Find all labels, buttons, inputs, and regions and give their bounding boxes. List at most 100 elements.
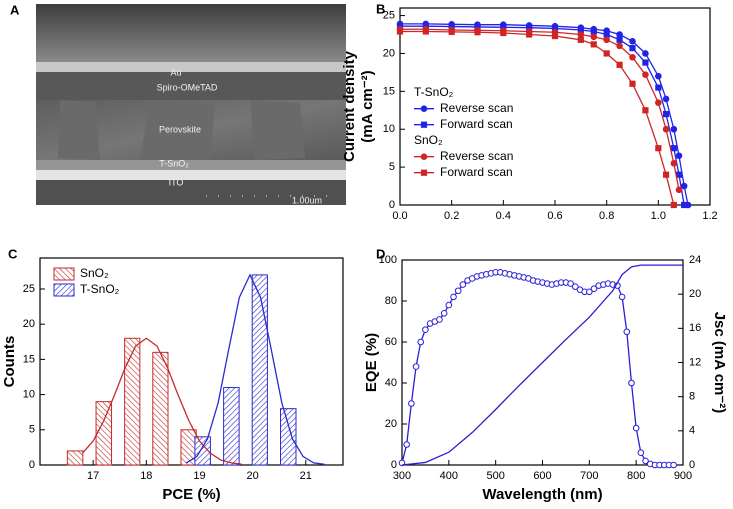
fit-curve bbox=[82, 337, 243, 465]
x-tick-label: 0.0 bbox=[392, 210, 407, 222]
panel-label: B bbox=[376, 1, 385, 16]
data-point bbox=[436, 316, 443, 323]
sem-image: A Au Spiro-OMeTAD Perovskite T-SnO₂ ITO … bbox=[10, 2, 346, 205]
y-axis-label: EQE (%) bbox=[363, 333, 380, 392]
data-point bbox=[603, 36, 610, 44]
x-tick-label: 1.2 bbox=[702, 210, 717, 222]
layer-label: Perovskite bbox=[159, 124, 201, 134]
histogram-bar bbox=[124, 337, 141, 466]
data-point bbox=[590, 28, 597, 35]
data-point bbox=[422, 28, 429, 35]
data-point bbox=[500, 29, 507, 37]
legend-swatch bbox=[53, 267, 75, 281]
data-point bbox=[577, 36, 584, 43]
histogram-bar bbox=[251, 274, 268, 466]
series-line bbox=[401, 264, 683, 466]
sem-ito bbox=[36, 170, 346, 180]
series-line bbox=[400, 30, 675, 206]
panel-label: C bbox=[8, 246, 18, 261]
panel-label: A bbox=[10, 2, 20, 17]
data-point bbox=[586, 288, 593, 296]
legend-label: Forward scan bbox=[440, 165, 513, 179]
fit-curve bbox=[185, 273, 325, 465]
y-tick-label: 15 bbox=[383, 85, 395, 97]
data-point bbox=[616, 31, 623, 38]
data-point bbox=[642, 107, 649, 114]
data-point bbox=[632, 424, 640, 432]
legend-label: SnO₂ bbox=[80, 266, 109, 280]
layer-label: T-SnO₂ bbox=[159, 158, 189, 168]
y-tick-label: 20 bbox=[23, 318, 35, 330]
data-point bbox=[629, 53, 636, 61]
data-point bbox=[420, 121, 428, 128]
sem-top bbox=[36, 4, 346, 62]
legend-label: Reverse scan bbox=[440, 149, 513, 163]
histogram-bar bbox=[279, 408, 297, 466]
y-tick-label: 5 bbox=[29, 424, 35, 436]
data-point bbox=[616, 36, 623, 43]
x-tick-label: 900 bbox=[674, 470, 692, 482]
y-tick-label: 25 bbox=[23, 283, 35, 295]
y-tick-label: 25 bbox=[383, 9, 395, 21]
data-point bbox=[408, 400, 415, 407]
sem-grains bbox=[58, 100, 305, 160]
y-tick-label: 20 bbox=[385, 418, 397, 430]
data-point bbox=[628, 379, 635, 387]
data-point bbox=[603, 50, 610, 57]
data-point bbox=[662, 125, 670, 133]
data-point bbox=[655, 99, 662, 107]
data-point bbox=[670, 160, 678, 167]
histogram-bar bbox=[152, 351, 169, 466]
data-point bbox=[445, 301, 453, 309]
y-tick-label: 15 bbox=[23, 353, 35, 365]
x-tick-label: 800 bbox=[627, 470, 645, 482]
histogram-bar bbox=[66, 450, 84, 466]
data-point bbox=[670, 201, 677, 209]
y-tick-label: 0 bbox=[391, 459, 397, 471]
x-axis-label: Wavelength (nm) bbox=[482, 486, 602, 503]
x-tick-label: 700 bbox=[580, 470, 598, 482]
data-point bbox=[590, 41, 597, 48]
data-point bbox=[420, 153, 428, 161]
data-point bbox=[603, 31, 610, 38]
data-point bbox=[420, 169, 428, 176]
layer-label: ITO bbox=[169, 177, 184, 187]
series-line bbox=[401, 271, 674, 466]
legend-title: SnO₂ bbox=[414, 133, 443, 147]
x-tick-label: 0.6 bbox=[547, 210, 562, 222]
data-point bbox=[629, 45, 636, 52]
y-tick-label: 20 bbox=[383, 47, 395, 59]
x-tick-label: 1.0 bbox=[651, 210, 666, 222]
data-point bbox=[662, 171, 670, 178]
y-tick-label: 0 bbox=[389, 199, 395, 211]
layer-label: Spiro-OMeTAD bbox=[157, 82, 218, 92]
y2-tick-label: 4 bbox=[689, 425, 695, 437]
legend-label: T-SnO₂ bbox=[80, 282, 120, 296]
y-tick-label: 100 bbox=[379, 254, 397, 266]
data-point bbox=[448, 28, 455, 35]
y2-tick-label: 24 bbox=[689, 254, 701, 266]
data-point bbox=[655, 84, 662, 91]
layer-label: Au bbox=[170, 67, 181, 77]
data-point bbox=[396, 28, 404, 35]
data-point bbox=[642, 59, 649, 66]
data-point bbox=[577, 31, 585, 38]
data-point bbox=[675, 186, 683, 194]
histogram-bar bbox=[194, 436, 211, 466]
data-point bbox=[618, 293, 626, 301]
legend-label: Forward scan bbox=[440, 117, 513, 131]
x-tick-label: 0.8 bbox=[599, 210, 614, 222]
y-tick-label: 5 bbox=[389, 161, 395, 173]
panel-label: D bbox=[376, 246, 385, 261]
data-point bbox=[662, 110, 670, 118]
x-tick-label: 0.4 bbox=[496, 210, 511, 222]
data-point bbox=[616, 61, 623, 68]
data-point bbox=[670, 461, 677, 469]
data-point bbox=[623, 328, 631, 336]
sem-tsno2 bbox=[36, 160, 346, 170]
x-tick-label: 500 bbox=[486, 470, 504, 482]
y-axis-label: (mA cm⁻²) bbox=[359, 70, 376, 142]
x-axis-label: PCE (%) bbox=[162, 486, 220, 503]
x-tick-label: 21 bbox=[300, 470, 312, 482]
histogram-bar bbox=[223, 387, 240, 466]
